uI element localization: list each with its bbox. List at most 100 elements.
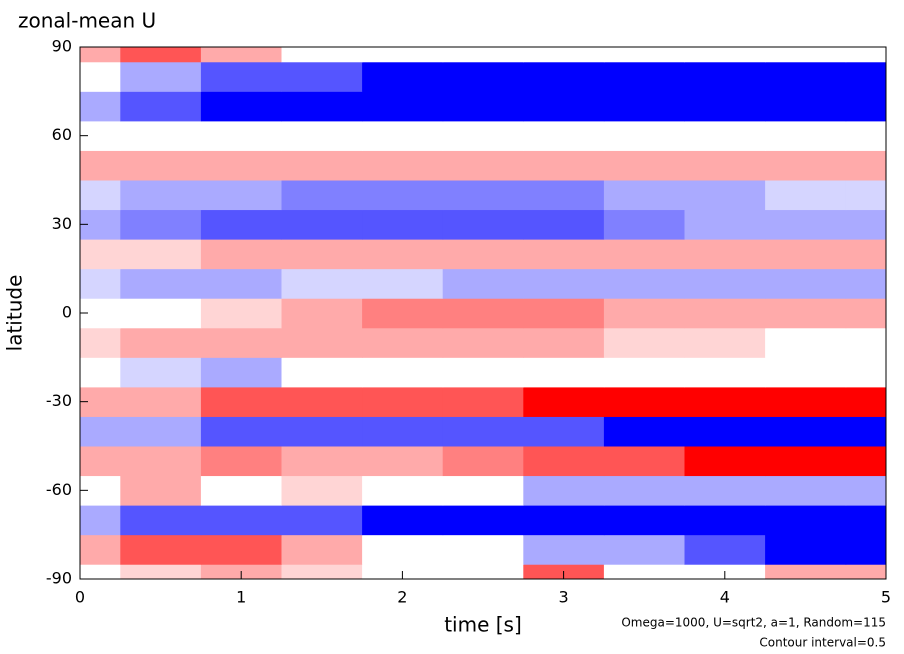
cell	[765, 386, 847, 417]
cell	[362, 120, 444, 151]
cell	[523, 534, 605, 565]
cell	[523, 386, 605, 417]
cell	[281, 416, 363, 447]
cell	[523, 91, 605, 122]
cell	[362, 446, 444, 477]
cell	[684, 47, 766, 63]
cell	[362, 386, 444, 417]
cell	[684, 209, 766, 240]
cell	[80, 268, 121, 299]
cell	[765, 268, 847, 299]
cell	[200, 386, 282, 417]
cell	[765, 298, 847, 329]
cell	[845, 298, 887, 329]
cell	[362, 61, 444, 92]
cell	[603, 386, 685, 417]
cell	[281, 239, 363, 270]
cell	[845, 209, 887, 240]
cell	[200, 475, 282, 506]
cell	[200, 505, 282, 536]
cell	[845, 150, 887, 181]
x-tick-label: 2	[397, 588, 407, 607]
cell	[200, 534, 282, 565]
cell	[603, 446, 685, 477]
cell	[603, 298, 685, 329]
cell	[120, 91, 202, 122]
cell	[120, 150, 202, 181]
cell	[362, 416, 444, 447]
annotation: Contour interval=0.5	[759, 636, 886, 650]
cell	[80, 564, 121, 580]
cell	[523, 298, 605, 329]
cell	[845, 120, 887, 151]
cell	[845, 180, 887, 211]
cell	[281, 386, 363, 417]
x-tick-label: 3	[559, 588, 569, 607]
cell	[684, 416, 766, 447]
cell	[362, 91, 444, 122]
cell	[684, 180, 766, 211]
cell	[603, 505, 685, 536]
cell	[603, 91, 685, 122]
cell	[281, 61, 363, 92]
cell	[120, 534, 202, 565]
cell	[442, 327, 524, 358]
cell	[120, 47, 202, 63]
cell	[845, 564, 887, 580]
cell	[362, 475, 444, 506]
cell	[281, 120, 363, 151]
cell	[281, 327, 363, 358]
cell	[684, 505, 766, 536]
cell	[684, 150, 766, 181]
y-tick-label: -30	[46, 391, 72, 410]
cell	[362, 298, 444, 329]
cell	[120, 446, 202, 477]
cell	[120, 505, 202, 536]
cell	[765, 327, 847, 358]
cell	[120, 327, 202, 358]
cell	[442, 564, 524, 580]
x-tick-label: 1	[236, 588, 246, 607]
cell	[845, 268, 887, 299]
cell	[120, 564, 202, 580]
cell	[442, 446, 524, 477]
cell	[765, 534, 847, 565]
cell	[80, 534, 121, 565]
cell	[845, 47, 887, 63]
cell	[120, 386, 202, 417]
y-tick-label: -60	[46, 480, 72, 499]
cell	[603, 239, 685, 270]
cell	[845, 327, 887, 358]
cell	[442, 120, 524, 151]
cell	[362, 268, 444, 299]
cell	[200, 298, 282, 329]
cell	[684, 239, 766, 270]
cell	[523, 239, 605, 270]
cell	[120, 475, 202, 506]
cell	[845, 61, 887, 92]
cell	[684, 298, 766, 329]
cell	[80, 357, 121, 388]
cell	[80, 180, 121, 211]
cell	[765, 416, 847, 447]
cell	[845, 357, 887, 388]
cell	[442, 61, 524, 92]
cell	[684, 120, 766, 151]
cell	[442, 150, 524, 181]
y-tick-label: 60	[52, 125, 72, 144]
cell	[523, 357, 605, 388]
cell	[523, 268, 605, 299]
cell	[80, 327, 121, 358]
cell	[442, 298, 524, 329]
cell	[845, 446, 887, 477]
cell	[80, 61, 121, 92]
cell	[603, 209, 685, 240]
x-tick-label: 0	[75, 588, 85, 607]
cell	[603, 120, 685, 151]
cell	[281, 180, 363, 211]
cell	[442, 47, 524, 63]
cell	[845, 475, 887, 506]
cell	[845, 386, 887, 417]
cell	[684, 357, 766, 388]
cell	[120, 239, 202, 270]
